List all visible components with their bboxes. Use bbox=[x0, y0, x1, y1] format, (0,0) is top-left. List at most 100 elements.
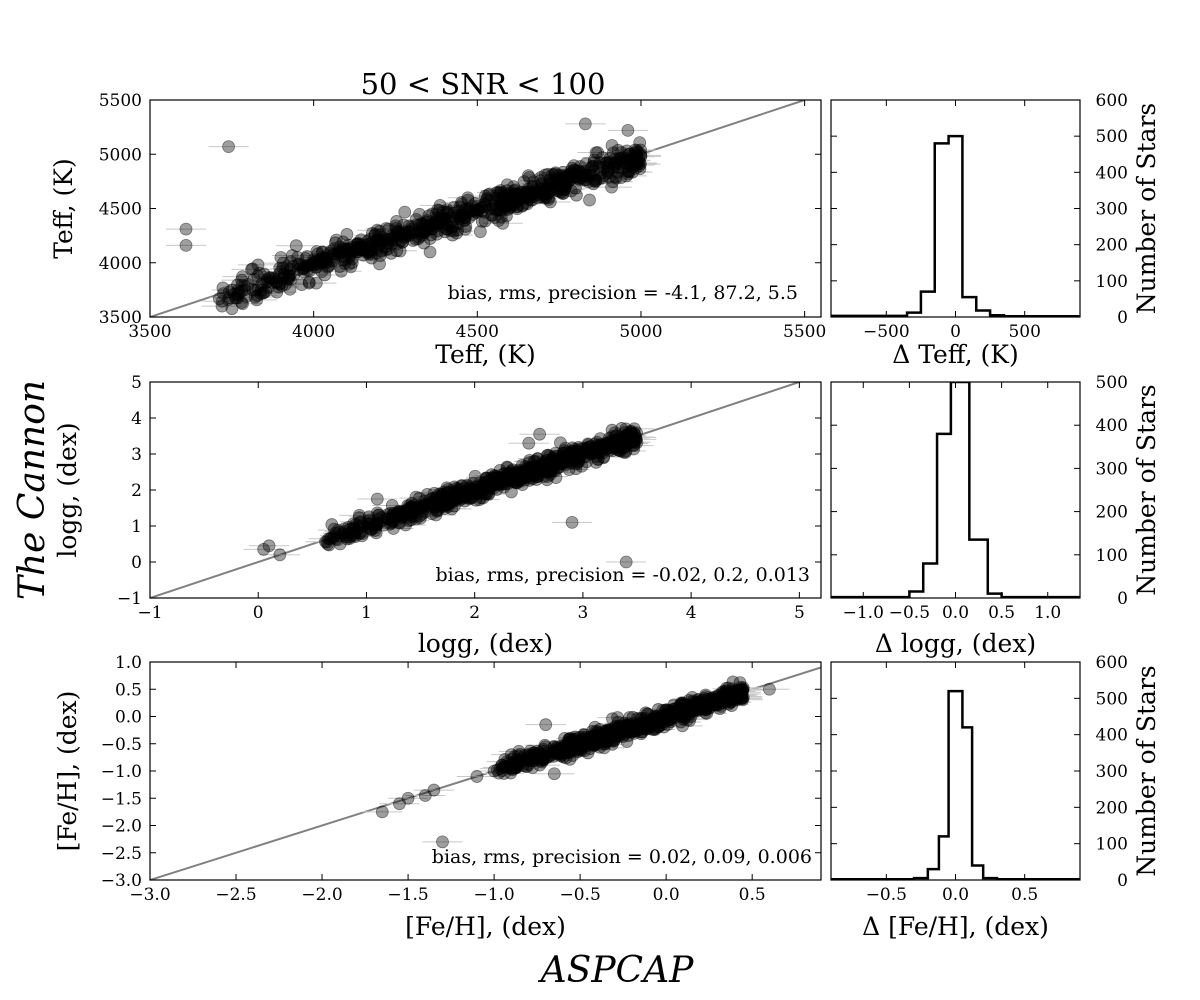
scatter-point bbox=[254, 287, 268, 300]
feh_hist-steps bbox=[831, 689, 1080, 880]
scatter-point bbox=[423, 245, 437, 259]
scatter-point bbox=[447, 224, 460, 238]
scatter-point bbox=[541, 470, 555, 483]
scatter-point bbox=[540, 453, 554, 467]
scatter-point bbox=[711, 688, 725, 702]
scatter-point bbox=[369, 518, 383, 532]
scatter-point bbox=[465, 491, 479, 505]
scatter-point bbox=[273, 261, 287, 275]
scatter-point bbox=[340, 532, 354, 546]
scatter-point bbox=[553, 180, 567, 194]
scatter-point bbox=[527, 465, 541, 479]
scatter-point bbox=[510, 476, 523, 490]
scatter-point bbox=[513, 191, 526, 205]
scatter-point bbox=[551, 455, 565, 469]
feh-plot-area bbox=[150, 666, 821, 880]
scatter-point bbox=[572, 450, 586, 464]
scatter-point bbox=[524, 193, 538, 207]
scatter-point bbox=[618, 155, 632, 169]
scatter-point bbox=[500, 209, 513, 223]
scatter-point bbox=[625, 721, 639, 734]
scatter-point bbox=[568, 730, 582, 744]
scatter-point bbox=[535, 463, 549, 477]
feh-x-label: [Fe/H], (dex) bbox=[405, 912, 566, 941]
scatter-point bbox=[262, 280, 275, 294]
scatter-point bbox=[381, 508, 394, 522]
scatter-point bbox=[665, 710, 678, 724]
scatter-point bbox=[619, 429, 632, 442]
scatter-point bbox=[408, 510, 422, 523]
x-tick-label: −500 bbox=[863, 322, 910, 342]
scatter-point bbox=[562, 174, 576, 188]
scatter-point bbox=[700, 693, 714, 706]
scatter-point bbox=[434, 487, 448, 501]
scatter-point bbox=[417, 494, 431, 508]
scatter-point bbox=[553, 185, 567, 199]
scatter-point bbox=[455, 208, 469, 222]
scatter-point bbox=[573, 442, 587, 456]
scatter-point bbox=[217, 287, 230, 300]
scatter-point bbox=[622, 432, 636, 445]
scatter-point bbox=[599, 156, 613, 170]
scatter-point bbox=[615, 440, 629, 454]
scatter-point bbox=[215, 299, 229, 313]
scatter-point bbox=[513, 469, 526, 483]
scatter-point bbox=[392, 510, 406, 524]
scatter-point bbox=[587, 153, 601, 167]
scatter-point bbox=[540, 749, 554, 763]
scatter-point bbox=[617, 438, 630, 451]
histogram-bin bbox=[962, 727, 972, 880]
scatter-point bbox=[622, 433, 636, 447]
scatter-point bbox=[528, 463, 541, 476]
scatter-point bbox=[580, 455, 593, 469]
teff-y-label: Teff, (K) bbox=[49, 158, 78, 258]
scatter-point bbox=[502, 467, 516, 481]
scatter-point bbox=[563, 167, 577, 181]
scatter-point bbox=[565, 738, 579, 751]
scatter-point bbox=[306, 257, 319, 270]
scatter-point bbox=[343, 522, 357, 536]
teff-plot-area bbox=[150, 100, 805, 317]
scatter-point bbox=[440, 203, 454, 217]
scatter-point bbox=[521, 182, 535, 196]
scatter-point bbox=[343, 532, 357, 545]
scatter-point bbox=[496, 474, 510, 487]
x-tick-label: 1 bbox=[361, 603, 372, 623]
scatter-point bbox=[537, 459, 550, 473]
scatter-point bbox=[342, 251, 356, 265]
scatter-point bbox=[680, 708, 694, 722]
scatter-point bbox=[559, 451, 572, 465]
scatter-point bbox=[533, 758, 547, 772]
scatter-point bbox=[282, 269, 296, 283]
scatter-point bbox=[516, 198, 530, 212]
scatter-point bbox=[523, 461, 537, 475]
scatter-point bbox=[562, 463, 576, 476]
scatter-point bbox=[490, 471, 504, 485]
scatter-point bbox=[438, 225, 452, 239]
scatter-point bbox=[496, 190, 510, 204]
scatter-point bbox=[522, 190, 536, 204]
scatter-point bbox=[327, 531, 340, 545]
scatter-point bbox=[433, 487, 446, 501]
scatter-point bbox=[403, 504, 417, 518]
scatter-point bbox=[449, 488, 463, 501]
scatter-point bbox=[257, 543, 271, 556]
scatter-point bbox=[478, 487, 492, 501]
scatter-point bbox=[375, 230, 389, 244]
scatter-point bbox=[490, 483, 504, 496]
scatter-point bbox=[619, 429, 632, 443]
scatter-point bbox=[284, 255, 298, 269]
scatter-point bbox=[495, 764, 509, 778]
scatter-point bbox=[437, 499, 451, 512]
scatter-point bbox=[337, 250, 351, 263]
scatter-point bbox=[278, 278, 292, 291]
scatter-point bbox=[536, 753, 550, 767]
scatter-point bbox=[531, 462, 545, 476]
scatter-point bbox=[579, 441, 593, 455]
scatter-point bbox=[415, 507, 429, 521]
scatter-point bbox=[626, 434, 640, 447]
scatter-point bbox=[365, 251, 378, 265]
scatter-point bbox=[345, 252, 359, 266]
scatter-point bbox=[501, 472, 515, 486]
